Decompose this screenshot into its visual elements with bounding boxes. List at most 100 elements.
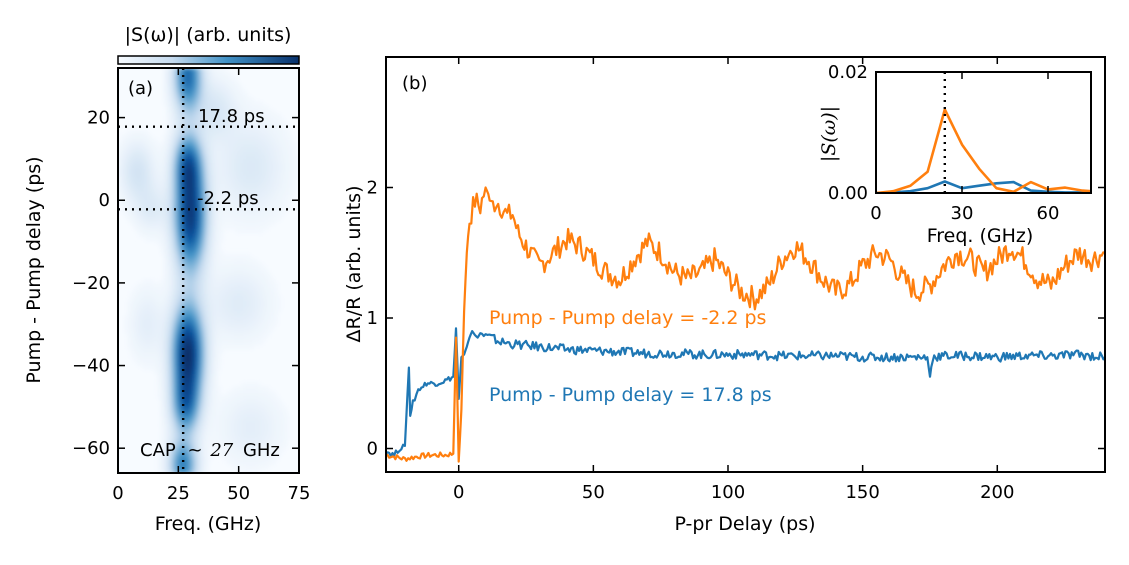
heatmap-cell [148,287,152,292]
heatmap-cell [169,154,173,160]
heatmap-cell [247,117,252,123]
heatmap-cell [205,386,210,391]
heatmap-cell [268,208,273,214]
heatmap-cell [187,72,191,77]
heatmap-cell [217,295,222,301]
heatmap-cell [184,299,188,305]
heatmap-cell [202,80,207,86]
heatmap-cell [178,179,182,185]
heatmap-cell [187,431,191,437]
heatmap-cell [163,377,167,383]
heatmap-cell [250,138,255,143]
heatmap-cell [262,431,267,437]
heatmap-cell [169,365,173,371]
heatmap-cell [238,125,243,131]
heatmap-cell [190,390,195,396]
heatmap-cell [136,167,140,172]
heatmap-cell [178,435,182,441]
heatmap-cell [232,287,237,292]
heatmap-cell [229,444,234,449]
heatmap-cell [160,311,164,317]
heatmap-cell [187,315,191,321]
heatmap-cell [130,295,134,301]
heatmap-cell [139,175,143,181]
heatmap-cell [274,183,279,189]
heatmap-cell [199,307,204,313]
heatmap-cell [232,121,237,127]
heatmap-cell [220,212,225,218]
heatmap-cell [187,138,191,143]
heatmap-cell [199,406,204,412]
heatmap-cell [190,96,195,102]
heatmap-cell [238,291,243,296]
heatmap-cell [220,249,225,255]
heatmap-cell [220,287,225,292]
heatmap-cell [193,163,198,168]
heatmap-cell [220,208,225,214]
heatmap-cell [181,68,185,73]
heatmap-cell [172,295,176,301]
heatmap-cell [232,109,237,115]
heatmap-cell [184,357,188,363]
heatmap-cell [214,311,219,317]
heatmap-cell [241,332,246,338]
heatmap-cell [160,419,164,425]
heatmap-cell [223,320,228,325]
heatmap-cell [142,220,146,226]
heatmap-cell [226,344,231,350]
heatmap-cell [178,163,182,168]
heatmap-cell [229,101,234,106]
heatmap-cell [172,336,176,342]
heatmap-cell [205,344,210,350]
heatmap-cell [187,406,191,412]
heatmap-cell [214,84,219,90]
heatmap-cell [202,88,207,94]
heatmap-cell [157,179,161,185]
heatmap-cell [166,415,170,420]
heatmap-cell [211,287,216,292]
heatmap-cell [244,142,249,148]
heatmap-cell [148,229,152,234]
heatmap-cell [238,179,243,185]
heatmap-cell [193,220,198,226]
heatmap-cell [196,427,201,433]
heatmap-cell [238,163,243,168]
heatmap-cell [202,253,207,259]
heatmap-cell [148,295,152,301]
heatmap-cell [220,163,225,168]
heatmap-cell [190,200,195,205]
heatmap-cell [220,101,225,106]
heatmap-cell [169,158,173,164]
heatmap-cell [274,448,279,453]
heatmap-cell [256,262,261,267]
heatmap-cell [220,340,225,346]
heatmap-cell [190,431,195,437]
heatmap-cell [172,332,176,338]
heatmap-cell [235,460,240,466]
heatmap-cell [268,282,273,288]
heatmap-cell [196,237,201,243]
hline-label-17-8: 17.8 ps [198,106,265,127]
heatmap-cell [166,216,170,222]
heatmap-cell [163,328,167,334]
heatmap-cell [142,361,146,367]
heatmap-cell [202,377,207,383]
heatmap-cell [238,456,243,462]
heatmap-cell [193,448,198,453]
heatmap-cell [211,249,216,255]
heatmap-cell [277,295,282,301]
heatmap-cell [238,411,243,416]
heatmap-cell [139,299,143,305]
heatmap-cell [160,369,164,375]
heatmap-cell [157,336,161,342]
heatmap-cell [166,158,170,164]
heatmap-cell [262,282,267,288]
heatmap-cell [166,129,170,135]
heatmap-cell [151,291,155,296]
inset-xtick-label: 30 [951,203,974,224]
heatmap-cell [175,365,179,371]
heatmap-cell [139,295,143,301]
heatmap-cell [154,287,158,292]
heatmap-cell [283,175,288,181]
heatmap-cell [247,175,252,181]
